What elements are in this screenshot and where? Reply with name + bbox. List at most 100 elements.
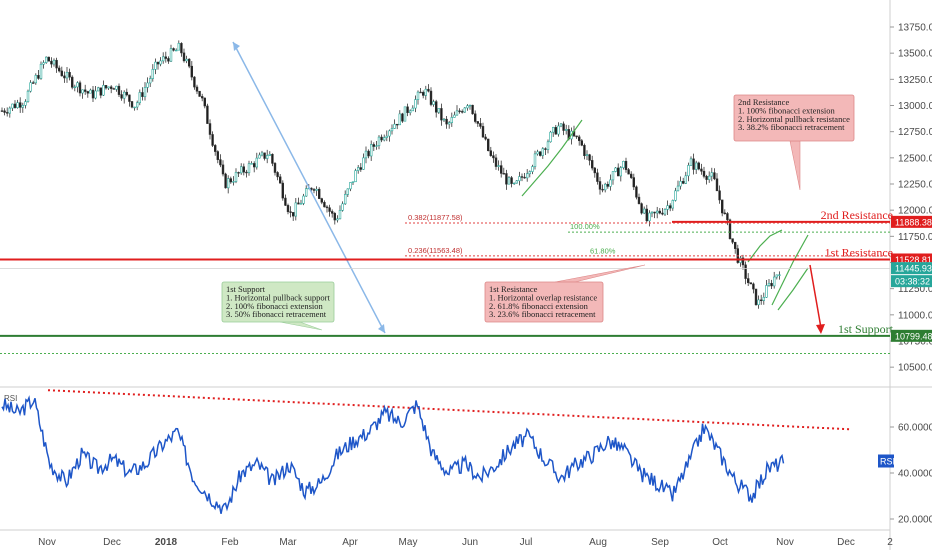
candle-body [583, 144, 586, 157]
countdown-tag [891, 275, 932, 288]
candle-body [219, 159, 222, 166]
candle-body [624, 160, 628, 170]
candle-body [596, 172, 599, 182]
candle-body [692, 158, 695, 170]
candle-body [123, 91, 126, 99]
rsi-value-tag-text: RSI [880, 457, 895, 467]
candle-body [434, 101, 438, 113]
candle-body [377, 136, 381, 146]
candle-body [515, 180, 519, 184]
rsi-tick-label: 20.0000 [898, 515, 932, 526]
candle-body [304, 188, 308, 197]
candle-body [188, 58, 191, 67]
price-axis[interactable]: 13750.00 13500.00 13250.00 13000.00 12750.00… [890, 23, 932, 374]
candle-body [440, 108, 443, 121]
candle-body [232, 181, 235, 183]
candle-body [31, 82, 35, 84]
candle-body [463, 107, 466, 113]
candle-body [0, 110, 4, 112]
candle-body [611, 171, 615, 181]
candle-body [395, 123, 399, 126]
candle-body [3, 110, 6, 113]
candle-body [299, 203, 303, 205]
time-axis[interactable]: Nov Dec 2018 Feb Mar Apr May Jun Jul Aug Sep Oct Nov… [38, 537, 893, 548]
candle-body [489, 150, 492, 156]
candle-body [715, 178, 719, 192]
candle-body [182, 52, 186, 62]
fib-level-label: 0.382(11877.58) [408, 213, 463, 222]
candle-body [71, 76, 74, 88]
candle-body [442, 118, 446, 121]
candle-body [455, 110, 459, 116]
candle-body [356, 167, 360, 171]
candle-body [661, 212, 664, 215]
candle-body [367, 150, 370, 157]
candle-body [694, 162, 698, 170]
candle-body [351, 181, 355, 183]
time-tick-label: Aug [589, 537, 607, 548]
candle-body [63, 75, 66, 79]
candle-body [575, 135, 578, 138]
candle-body [629, 173, 633, 178]
fib-extension-arrow [771, 234, 809, 306]
candle-body [50, 60, 53, 65]
candle-body [460, 111, 464, 113]
candle-body [185, 58, 188, 62]
candle-body [297, 202, 300, 205]
note-line: 3. 38.2% fibonacci retracement [738, 122, 845, 132]
time-tick-label: Nov [38, 537, 56, 548]
candle-body [255, 157, 258, 168]
candle-body [250, 163, 253, 165]
candle-body [635, 186, 638, 198]
candle-body [276, 172, 279, 178]
candle-body [702, 170, 706, 177]
time-tick-label: Apr [342, 537, 358, 548]
note-line: 2. Horizontal pullback resistance [738, 114, 850, 124]
candle-body [401, 113, 404, 122]
candle-body [421, 91, 425, 96]
candle-body [458, 110, 461, 112]
candle-body [268, 153, 271, 156]
candle-body [757, 299, 760, 306]
candle-body [128, 94, 131, 102]
candle-body [705, 176, 708, 180]
candle-body [172, 48, 175, 51]
candle-body [598, 181, 602, 190]
candle-body [494, 157, 498, 167]
candle-body [427, 88, 430, 92]
candle-body [770, 282, 773, 287]
candle-body [512, 182, 516, 185]
time-tick-label: Mar [279, 537, 297, 548]
candle-body [674, 190, 677, 201]
candle-body [229, 178, 232, 183]
candle-body [762, 296, 766, 301]
candle-body [65, 72, 69, 79]
candle-body [278, 176, 282, 184]
note-line: 2. 61.8% fibonacci extension [489, 301, 589, 311]
candle-body [260, 152, 264, 156]
candle-body [619, 167, 623, 177]
candle-body [518, 176, 521, 182]
candle-body [164, 56, 167, 59]
candle-body [271, 153, 274, 164]
candle-body [221, 164, 225, 175]
candle-body [681, 181, 685, 184]
candle-body [162, 56, 165, 62]
candle-body [47, 56, 51, 62]
candle-body [450, 117, 453, 123]
candle-body [242, 166, 245, 173]
candle-body [284, 197, 287, 206]
candle-body [720, 199, 724, 214]
projection-arrow-head [816, 324, 825, 334]
candle-body [346, 188, 349, 195]
candle-body [713, 172, 716, 180]
candle-body [622, 160, 625, 168]
rsi-line [1, 395, 785, 514]
note-line: 1st Resistance [489, 284, 538, 294]
candle-body [99, 87, 103, 96]
candle-body [34, 75, 38, 84]
candle-body [151, 69, 154, 79]
candlestick-series [0, 40, 781, 309]
